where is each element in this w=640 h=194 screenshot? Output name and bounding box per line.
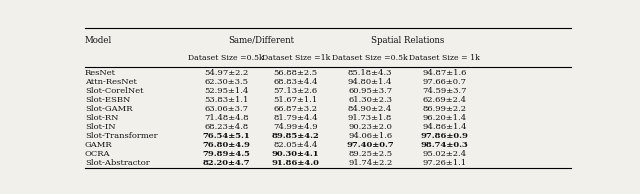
Text: 98.74±0.3: 98.74±0.3 [420,141,468,149]
Text: 56.88±2.5: 56.88±2.5 [274,69,318,77]
Text: 84.90±2.4: 84.90±2.4 [348,105,392,113]
Text: 86.99±2.2: 86.99±2.2 [422,105,467,113]
Text: Dataset Size =0.5k: Dataset Size =0.5k [188,54,264,62]
Text: 79.89±4.5: 79.89±4.5 [202,150,250,158]
Text: 60.95±3.7: 60.95±3.7 [348,87,392,95]
Text: 96.20±1.4: 96.20±1.4 [422,114,467,122]
Text: OCRA: OCRA [85,150,111,158]
Text: 52.95±1.4: 52.95±1.4 [204,87,248,95]
Text: 97.26±1.1: 97.26±1.1 [422,159,467,167]
Text: 95.02±2.4: 95.02±2.4 [422,150,467,158]
Text: Slot-GAMR: Slot-GAMR [85,105,132,113]
Text: 91.73±1.8: 91.73±1.8 [348,114,392,122]
Text: 90.30±4.1: 90.30±4.1 [272,150,319,158]
Text: 97.40±0.7: 97.40±0.7 [346,141,394,149]
Text: Dataset Size =0.5k: Dataset Size =0.5k [332,54,408,62]
Text: Slot-Abstractor: Slot-Abstractor [85,159,150,167]
Text: 51.67±1.1: 51.67±1.1 [274,96,318,104]
Text: Dataset Size =1k: Dataset Size =1k [262,54,330,62]
Text: 71.48±4.8: 71.48±4.8 [204,114,248,122]
Text: 63.06±3.7: 63.06±3.7 [204,105,248,113]
Text: 62.30±3.5: 62.30±3.5 [204,78,248,86]
Text: 82.05±4.4: 82.05±4.4 [273,141,318,149]
Text: Slot-IN: Slot-IN [85,123,116,131]
Text: 94.87±1.6: 94.87±1.6 [422,69,467,77]
Text: Slot-CorelNet: Slot-CorelNet [85,87,143,95]
Text: 97.86±0.9: 97.86±0.9 [420,132,468,140]
Text: 76.80±4.9: 76.80±4.9 [202,141,250,149]
Text: Same/Different: Same/Different [228,36,294,45]
Text: 81.79±4.4: 81.79±4.4 [273,114,318,122]
Text: 68.23±4.8: 68.23±4.8 [204,123,248,131]
Text: 94.06±1.6: 94.06±1.6 [348,132,392,140]
Text: Attn-ResNet: Attn-ResNet [85,78,137,86]
Text: Dataset Size = 1k: Dataset Size = 1k [409,54,480,62]
Text: 76.54±5.1: 76.54±5.1 [202,132,250,140]
Text: 57.13±2.6: 57.13±2.6 [274,87,318,95]
Text: 54.97±2.2: 54.97±2.2 [204,69,248,77]
Text: 74.59±3.7: 74.59±3.7 [422,87,467,95]
Text: 62.69±2.4: 62.69±2.4 [422,96,467,104]
Text: 91.86±4.0: 91.86±4.0 [272,159,320,167]
Text: Model: Model [85,36,112,45]
Text: 68.83±4.4: 68.83±4.4 [273,78,318,86]
Text: 61.30±2.3: 61.30±2.3 [348,96,392,104]
Text: 94.86±1.4: 94.86±1.4 [422,123,467,131]
Text: 89.25±2.5: 89.25±2.5 [348,150,392,158]
Text: GAMR: GAMR [85,141,113,149]
Text: Spatial Relations: Spatial Relations [371,36,444,45]
Text: 85.18±4.3: 85.18±4.3 [348,69,392,77]
Text: 53.83±1.1: 53.83±1.1 [204,96,248,104]
Text: 74.99±4.9: 74.99±4.9 [273,123,318,131]
Text: 90.23±2.0: 90.23±2.0 [348,123,392,131]
Text: 91.74±2.2: 91.74±2.2 [348,159,392,167]
Text: 97.66±0.7: 97.66±0.7 [422,78,467,86]
Text: Slot-Transformer: Slot-Transformer [85,132,157,140]
Text: Slot-RN: Slot-RN [85,114,118,122]
Text: Slot-ESBN: Slot-ESBN [85,96,131,104]
Text: 94.80±1.4: 94.80±1.4 [348,78,392,86]
Text: 66.87±3.2: 66.87±3.2 [274,105,317,113]
Text: 82.20±4.7: 82.20±4.7 [202,159,250,167]
Text: ResNet: ResNet [85,69,116,77]
Text: 89.85±4.2: 89.85±4.2 [272,132,319,140]
